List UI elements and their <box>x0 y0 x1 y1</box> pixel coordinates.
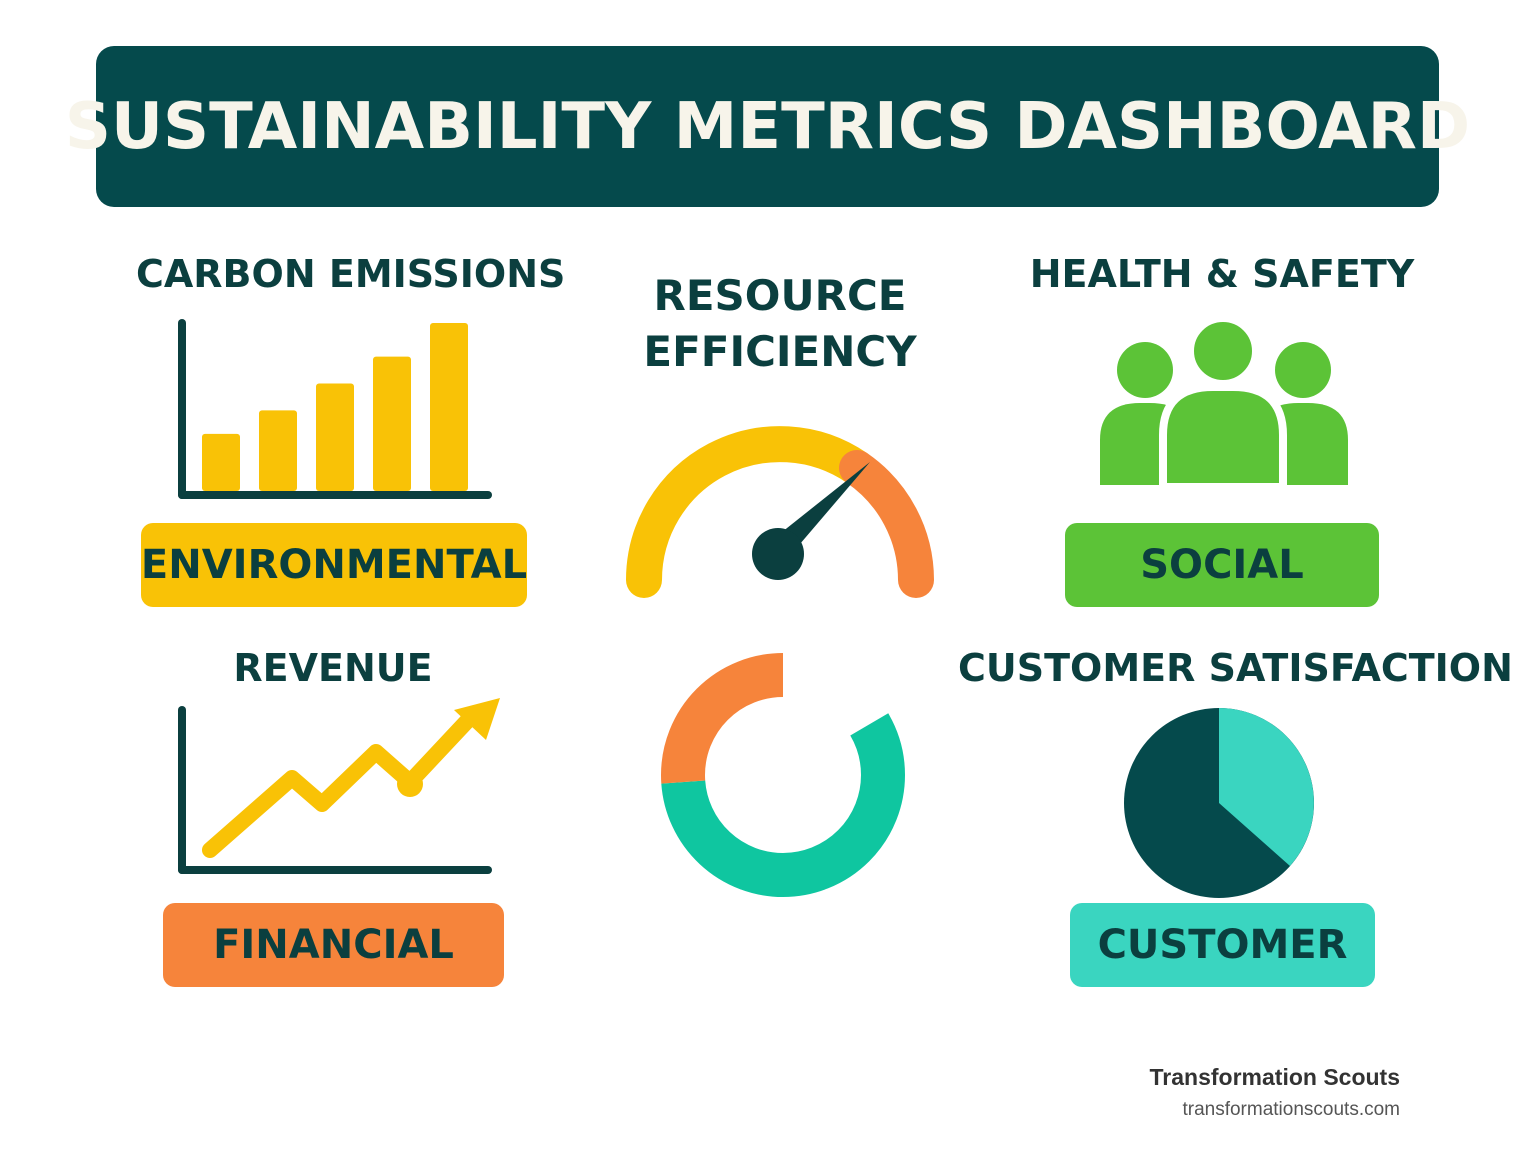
pie-chart-icon <box>1124 708 1314 898</box>
donut-orange-segment <box>661 653 905 897</box>
revenue-trend-dot <box>397 771 423 797</box>
carbon-bar-3 <box>316 383 354 491</box>
brand-block: Transformation Scouts transformationscou… <box>1150 1064 1400 1121</box>
people-group-icon <box>1100 316 1348 491</box>
brand-url[interactable]: transformationscouts.com <box>1182 1099 1400 1120</box>
environmental-badge: ENVIRONMENTAL <box>141 523 527 607</box>
revenue-heading: REVENUE <box>233 646 433 690</box>
donut-chart-icon <box>661 653 905 897</box>
title-banner: SUSTAINABILITY METRICS DASHBOARD <box>65 46 1470 207</box>
customer-badge: CUSTOMER <box>1070 903 1375 987</box>
gauge-icon <box>626 426 934 598</box>
revenue-arrow-head <box>454 698 500 740</box>
person-center-head <box>1188 316 1258 386</box>
resource-efficiency-line2: EFFICIENCY <box>643 327 917 376</box>
gauge-hub <box>752 528 804 580</box>
person-center-body <box>1159 383 1287 491</box>
pie-aqua-slice <box>1219 708 1314 866</box>
gauge-needle <box>772 462 870 558</box>
gauge-arc-orange <box>839 450 934 598</box>
carbon-bar-5 <box>430 323 468 491</box>
resource-efficiency-heading: RESOURCE EFFICIENCY <box>580 268 980 380</box>
resource-efficiency-line1: RESOURCE <box>653 271 907 320</box>
carbon-bar-2 <box>259 410 297 491</box>
trend-arrow-icon <box>178 698 500 874</box>
carbon-bar-1 <box>202 433 240 491</box>
carbon-emissions-heading: CARBON EMISSIONS <box>136 252 566 296</box>
person-right-head <box>1275 342 1331 398</box>
customer-satisfaction-heading: CUSTOMER SATISFACTION <box>958 646 1513 690</box>
health-safety-heading: HEALTH & SAFETY <box>1029 252 1415 296</box>
social-badge: SOCIAL <box>1065 523 1379 607</box>
financial-badge: FINANCIAL <box>163 903 504 987</box>
page-title: SUSTAINABILITY METRICS DASHBOARD <box>64 89 1471 164</box>
brand-name: Transformation Scouts <box>1149 1064 1400 1090</box>
person-left-head <box>1117 342 1173 398</box>
bar-chart-icon <box>178 319 492 499</box>
carbon-bar-4 <box>373 356 411 491</box>
donut-teal-segment <box>661 653 905 897</box>
gauge-arc-yellow <box>626 426 875 598</box>
revenue-trend-line <box>202 710 478 858</box>
